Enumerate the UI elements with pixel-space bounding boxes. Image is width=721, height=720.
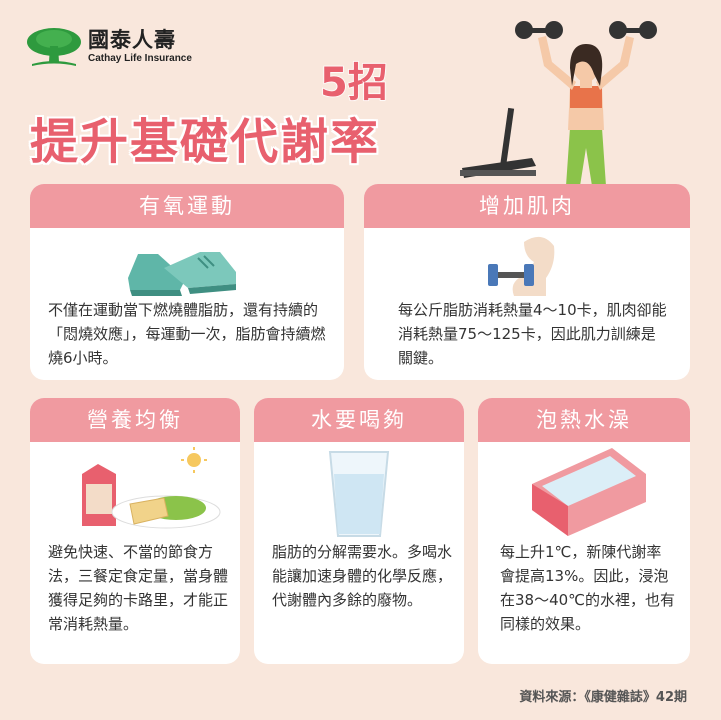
breakfast-icon <box>82 447 221 529</box>
tip-card-nutrition: 營養均衡 避免快速、不當的節食方法，三餐定食定量，當身體獲得足夠的卡路里，才能正… <box>30 398 240 664</box>
brand-name-en: Cathay Life Insurance <box>88 53 192 64</box>
tip-card-text: 每上升1℃，新陳代謝率會提高13%。因此，浸泡在38～40℃的水裡，也有同樣的效… <box>500 543 676 633</box>
tip-card-text: 避免快速、不當的節食方法，三餐定食定量，當身體獲得足夠的卡路里，才能正常消耗熱量… <box>48 543 229 633</box>
tip-card-title: 水要喝夠 <box>254 398 464 442</box>
sneakers-icon <box>128 252 236 296</box>
tree-logo-icon <box>27 28 81 66</box>
tip-card-text: 脂肪的分解需要水。多喝水能讓加速身體的化學反應，代謝體內多餘的廢物。 <box>272 543 453 609</box>
tip-card-title: 營養均衡 <box>30 398 240 442</box>
tip-card-muscle: 增加肌肉 每公斤脂肪消耗熱量4～10卡，肌肉卻能消耗熱量75～125卡，因此肌力… <box>364 184 690 380</box>
tip-card-aerobic: 有氧運動 不僅在運動當下燃燒體脂肪，還有持續的「悶燒效應」，每運動一次，脂肪會持… <box>30 184 344 380</box>
workout-woman-illustration <box>460 21 657 186</box>
bathtub-icon <box>532 448 646 536</box>
brand-logo: 國泰人壽 Cathay Life Insurance <box>26 24 226 74</box>
headline-count: 5招 <box>319 59 388 107</box>
tip-card-title: 有氧運動 <box>30 184 344 228</box>
arm-dumbbell-icon <box>488 236 555 296</box>
tip-card-text: 不僅在運動當下燃燒體脂肪，還有持續的「悶燒效應」，每運動一次，脂肪會持續燃燒6小… <box>48 301 326 367</box>
headline-title: 提升基礎代謝率 <box>30 114 381 170</box>
source-citation: 資料來源：《康健雜誌》42期 <box>519 690 687 705</box>
tip-card-text: 每公斤脂肪消耗熱量4～10卡，肌肉卻能消耗熱量75～125卡，因此肌力訓練是關鍵… <box>398 301 667 367</box>
brand-name-zh: 國泰人壽 <box>88 28 176 52</box>
water-glass-icon <box>328 451 390 537</box>
tip-card-title: 泡熱水澡 <box>478 398 690 442</box>
tip-card-hot-bath: 泡熱水澡 每上升1℃，新陳代謝率會提高13%。因此，浸泡在38～40℃的水裡，也… <box>478 398 690 664</box>
tip-card-title: 增加肌肉 <box>364 184 690 228</box>
tip-card-water: 水要喝夠 脂肪的分解需要水。多喝水能讓加速身體的化學反應，代謝體內多餘的廢物。 <box>254 398 464 664</box>
